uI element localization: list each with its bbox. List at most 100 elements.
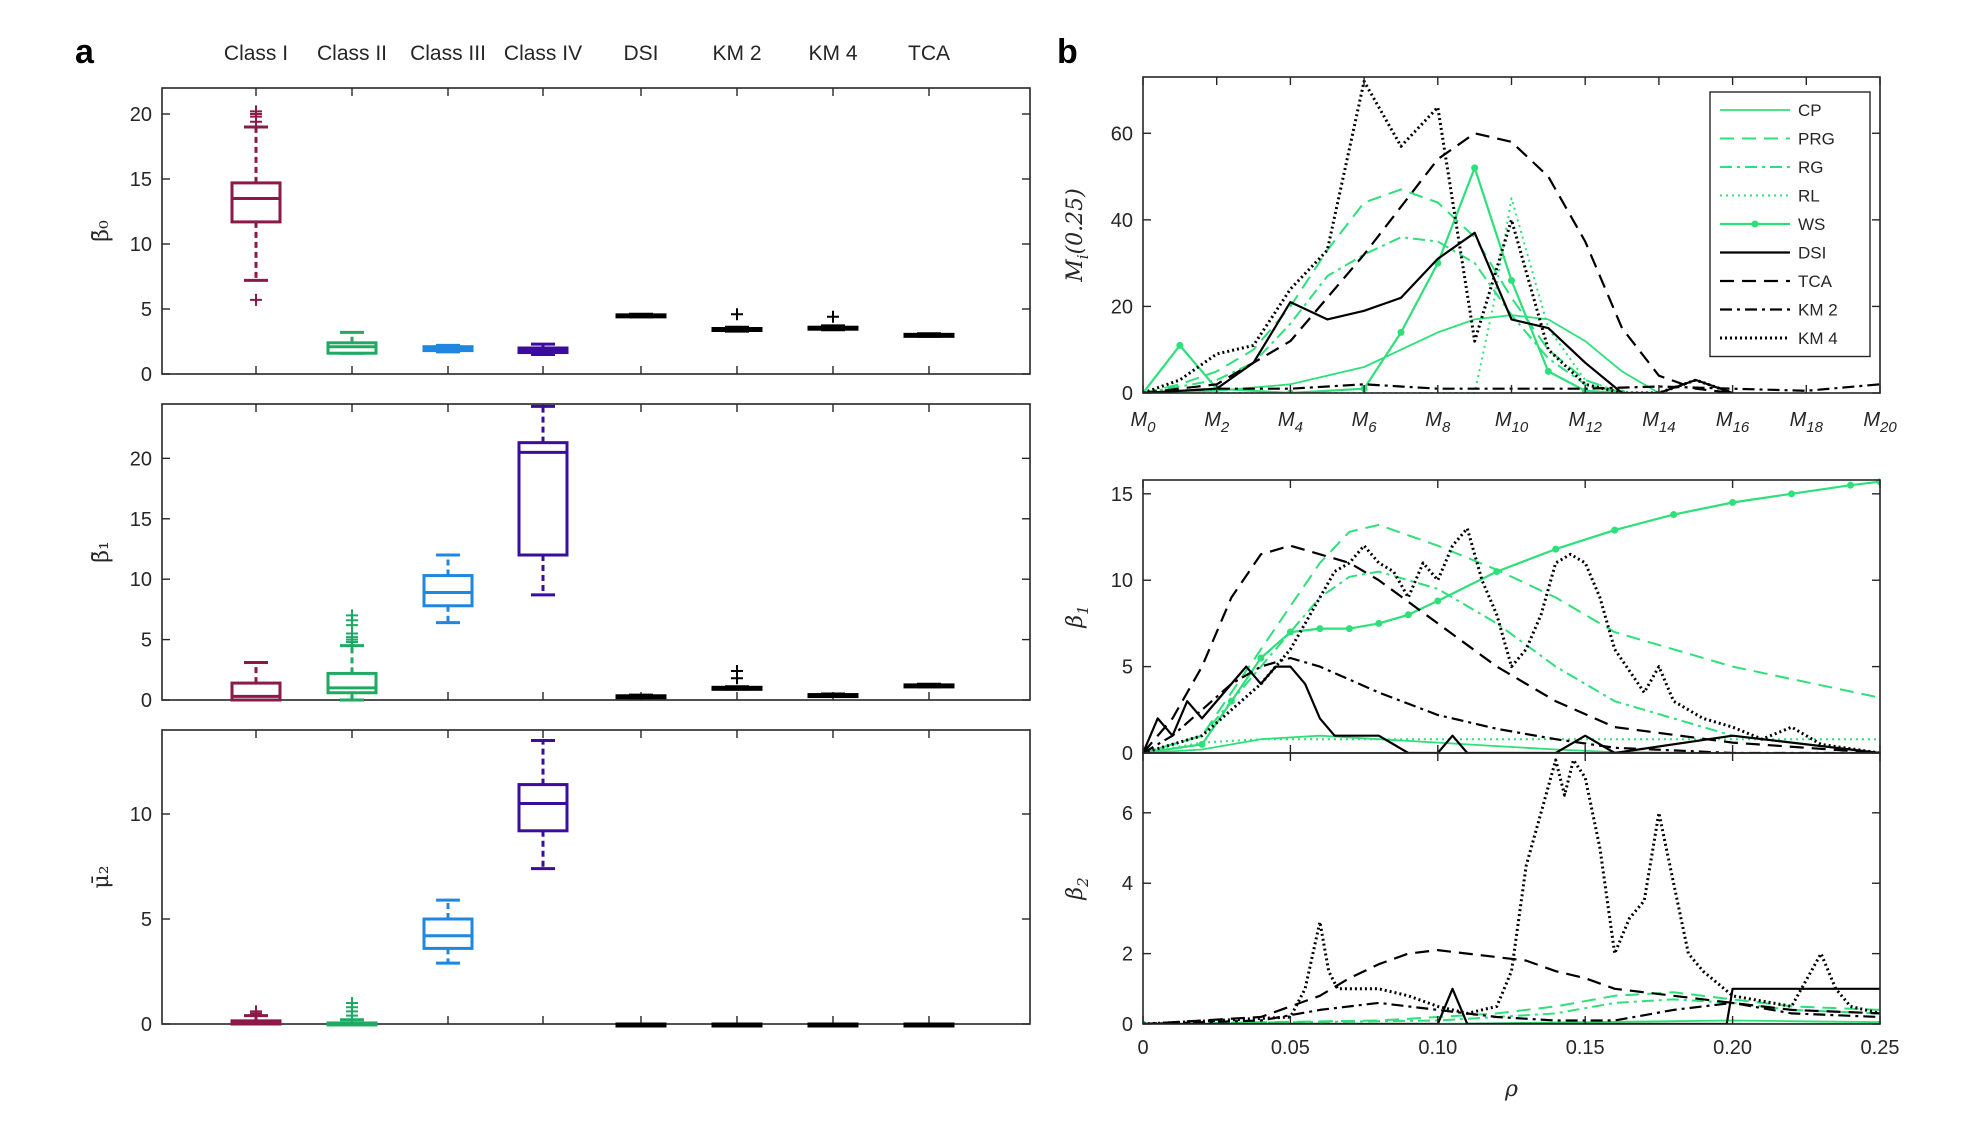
outlier-marker (731, 665, 743, 678)
series-DSI (1143, 231, 1733, 393)
legend-label-PRG: PRG (1798, 130, 1835, 149)
y-label-sub: 1 (1074, 605, 1092, 615)
ws-marker (1508, 276, 1515, 284)
category-label: Class IV (504, 42, 582, 65)
y-axis-label: β1 (1063, 605, 1092, 628)
x-tick-label: M6 (1352, 409, 1378, 436)
y-tick-label: 60 (1111, 123, 1133, 145)
series-group (1143, 758, 1880, 1024)
y-label-tail: (0.25) (1063, 188, 1088, 254)
x-tick-label: 0.25 (1861, 1037, 1900, 1059)
x-tick-sub: 4 (1295, 419, 1303, 436)
x-tick-label: M18 (1790, 409, 1824, 436)
x-tick-main: M (1204, 409, 1221, 431)
series-KM-2 (1143, 656, 1880, 753)
box-TCA (903, 1022, 955, 1028)
y-tick-label: 0 (141, 364, 152, 386)
y-tick-label: 20 (1111, 296, 1133, 318)
x-tick-sub: 18 (1806, 419, 1823, 436)
box-KM 4 (807, 1022, 859, 1028)
y-axis-label: β̄₁ (89, 541, 114, 563)
box-KM 2 (711, 1022, 763, 1028)
x-tick-label: M16 (1716, 409, 1750, 436)
outlier-marker (346, 997, 358, 1009)
box-Class III (422, 898, 474, 965)
x-tick-main: M (1130, 409, 1147, 431)
category-label: KM 4 (808, 42, 857, 65)
box-axes-beta0: 0 5 10 15 20 β̄₀ (89, 87, 1031, 386)
box-iqr (230, 181, 282, 224)
outlier-marker (731, 308, 743, 321)
box-iqr (326, 671, 378, 695)
x-axis-label: ρ (1504, 1077, 1518, 1102)
box-Class II (326, 609, 378, 702)
x-tick-sub: 8 (1442, 419, 1451, 436)
y-label-sub: i (1074, 254, 1092, 259)
box-DSI (615, 312, 667, 319)
category-label: KM 2 (712, 42, 761, 65)
ws-marker (1227, 697, 1235, 705)
legend-marker (1751, 220, 1759, 228)
box-KM 4 (807, 692, 859, 699)
category-label: Class II (317, 42, 387, 65)
y-tick-label: 5 (1122, 657, 1133, 679)
ws-marker (1316, 625, 1324, 633)
box-Class IV (517, 404, 569, 597)
x-tick-main: M (1863, 409, 1880, 431)
x-tick-sub: 0 (1147, 419, 1156, 436)
x-tick-sub: 10 (1511, 419, 1528, 436)
y-label-main: β (1063, 615, 1088, 629)
y-tick-label: 40 (1111, 210, 1133, 232)
y-tick-label: 5 (141, 909, 152, 931)
y-tick-label: 0 (1122, 743, 1133, 765)
ws-marker (1847, 481, 1855, 489)
x-tick-label: M20 (1863, 409, 1897, 436)
axes-frame (1142, 479, 1881, 754)
x-tick-sub: 2 (1220, 419, 1230, 436)
x-tick-label: 0 (1137, 1037, 1148, 1059)
box-Class I (230, 661, 282, 702)
axes-frame (161, 403, 1031, 701)
box-iqr (422, 574, 474, 608)
ws-marker (1611, 526, 1619, 534)
y-tick-label: 5 (141, 299, 152, 321)
box-DSI (615, 1022, 667, 1028)
y-tick-label: 15 (130, 509, 152, 531)
series-RG (1143, 570, 1880, 753)
y-axis-label: β̄₀ (89, 220, 114, 242)
x-tick-main: M (1642, 409, 1659, 431)
box-TCA (903, 332, 955, 338)
x-tick-label: 0.10 (1418, 1037, 1457, 1059)
box-Class II (326, 997, 378, 1027)
box-KM 4 (807, 310, 859, 332)
y-axis-label: β2 (1063, 877, 1092, 900)
y-tick-label: 20 (130, 104, 152, 126)
x-tick-label: 0.20 (1713, 1037, 1752, 1059)
y-tick-label: 15 (130, 169, 152, 191)
ws-marker (1375, 619, 1383, 627)
x-tick-label: M10 (1495, 409, 1529, 436)
y-tick-label: 20 (130, 448, 152, 470)
y-label-sub: 2 (1074, 877, 1092, 888)
panel-a-label: a (75, 33, 95, 71)
x-tick-main: M (1569, 409, 1586, 431)
legend-label-WS: WS (1798, 215, 1825, 234)
ws-marker (1876, 1020, 1880, 1024)
y-tick-label: 2 (1122, 944, 1133, 966)
x-tick-sub: 14 (1659, 419, 1676, 436)
series-WS (1143, 166, 1623, 393)
axes-frame (1142, 752, 1881, 1025)
ws-marker (1670, 511, 1678, 519)
outlier-marker (827, 310, 839, 323)
box-Class IV (517, 342, 569, 356)
series-KM-4 (1143, 758, 1880, 1024)
y-tick-label: 10 (130, 804, 152, 826)
ws-marker (1544, 367, 1552, 375)
y-tick-label: 5 (141, 630, 152, 652)
series-TCA (1143, 132, 1733, 393)
series-TCA (1143, 948, 1880, 1024)
y-label-main: M (1063, 259, 1088, 283)
outlier-marker (346, 609, 358, 622)
